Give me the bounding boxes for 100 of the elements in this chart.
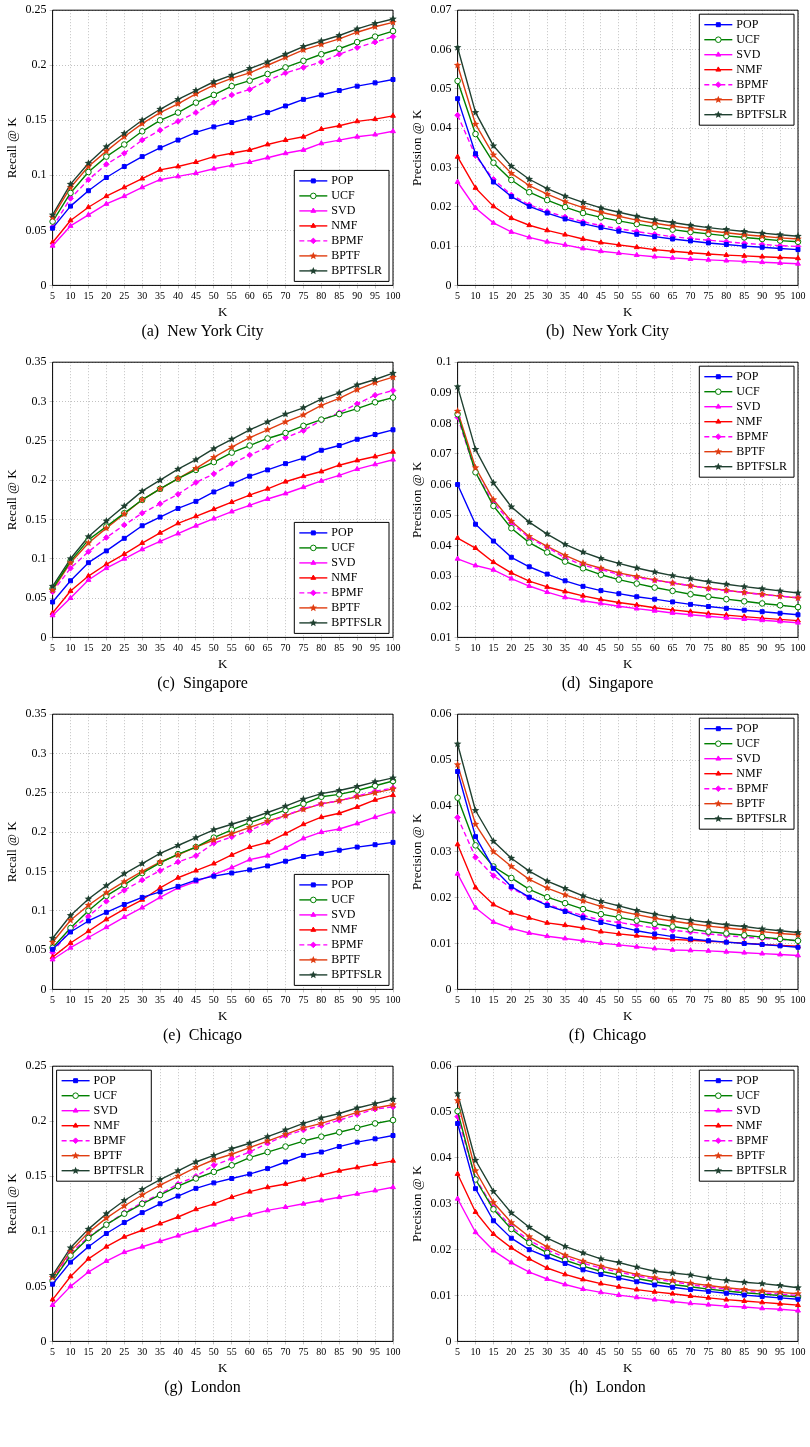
y-tick-label: 0.02 [430,889,452,904]
legend-label: BPTFSLR [735,810,787,825]
y-axis-title: Precision @ K [408,1165,424,1242]
y-tick-label: 0.07 [430,2,452,17]
x-tick-label: 20 [100,642,111,654]
y-tick-label: 0.04 [430,798,452,813]
x-tick-label: 60 [244,290,255,302]
x-tick-label: 95 [774,1346,785,1358]
legend-label: BPTFSLR [330,967,382,982]
y-tick-label: 0.01 [430,238,452,253]
legend-label: BPMF [735,1132,769,1147]
x-tick-label: 75 [297,642,308,654]
x-axis-title: K [217,1007,228,1023]
x-tick-label: 55 [226,1346,237,1358]
y-tick-label: 0.03 [430,568,452,583]
x-tick-label: 10 [470,642,481,654]
x-tick-label: 25 [523,994,534,1006]
x-tick-label: 95 [774,642,785,654]
legend-label: POP [735,720,759,735]
x-tick-label: 40 [577,1346,588,1358]
x-tick-label: 50 [208,290,219,302]
legend-label: BPMF [330,937,364,952]
x-tick-label: 100 [385,994,400,1006]
y-tick-label: 0.05 [25,590,47,605]
y-tick-label: 0.01 [430,935,452,950]
x-tick-label: 50 [613,994,624,1006]
legend-label: BPMF [93,1132,126,1147]
x-tick-label: 25 [118,994,129,1006]
x-tick-label: 50 [613,1346,624,1358]
x-tick-label: 20 [100,1346,111,1358]
y-tick-label: 0.2 [31,57,47,72]
x-tick-label: 30 [541,642,552,654]
legend-label: NMF [735,1117,763,1132]
x-tick-label: 40 [172,994,183,1006]
x-tick-label: 30 [136,290,147,302]
x-tick-label: 5 [49,290,55,302]
legend-label: SVD [735,750,761,765]
x-tick-label: 60 [244,642,255,654]
x-tick-label: 100 [790,1346,805,1358]
y-tick-label: 0.02 [430,1241,452,1256]
legend-label: BPTFSLR [330,615,382,630]
legend-label: BPMF [330,585,364,600]
y-axis-title: Precision @ K [408,813,424,890]
x-tick-label: 75 [297,994,308,1006]
x-tick-label: 35 [154,290,165,302]
x-tick-label: 75 [297,1346,308,1358]
y-tick-label: 0 [40,629,47,644]
y-tick-label: 0.25 [25,2,47,17]
x-tick-label: 65 [667,290,678,302]
y-tick-label: 0.06 [430,1058,452,1073]
x-tick-label: 90 [351,642,362,654]
x-tick-label: 70 [685,290,696,302]
x-tick-label: 35 [559,290,570,302]
x-tick-label: 10 [470,1346,481,1358]
x-tick-label: 10 [65,290,76,302]
x-tick-label: 55 [226,290,237,302]
x-tick-label: 35 [154,1346,165,1358]
x-tick-label: 90 [351,1346,362,1358]
x-tick-label: 5 [454,1346,460,1358]
y-tick-label: 0.01 [430,629,452,644]
y-tick-label: 0.1 [31,1223,47,1238]
x-tick-label: 30 [541,1346,552,1358]
x-tick-label: 85 [333,642,344,654]
x-tick-label: 80 [720,1346,731,1358]
x-tick-label: 15 [82,290,93,302]
x-tick-label: 45 [595,1346,606,1358]
x-tick-label: 60 [649,1346,660,1358]
y-axis-title: Recall @ K [3,116,19,179]
y-tick-label: 0.25 [25,432,47,447]
x-tick-label: 80 [720,994,731,1006]
x-tick-label: 60 [649,642,660,654]
x-tick-label: 100 [790,994,805,1006]
x-tick-label: 95 [369,642,380,654]
y-tick-label: 0.05 [25,1278,47,1293]
x-tick-label: 70 [280,290,291,302]
y-tick-label: 0.09 [430,384,452,399]
x-tick-label: 80 [720,290,731,302]
legend-label: BPTFSLR [330,263,382,278]
x-tick-label: 75 [702,994,713,1006]
legend-label: POP [330,877,354,892]
legend-label: POP [735,16,759,31]
y-tick-label: 0.1 [31,550,47,565]
legend-label: POP [93,1072,116,1087]
y-tick-label: 0.15 [25,1168,47,1183]
y-tick-label: 0.03 [430,1195,452,1210]
y-tick-label: 0.06 [430,706,452,721]
x-tick-label: 15 [82,994,93,1006]
x-tick-label: 55 [631,1346,642,1358]
x-axis-title: K [217,303,228,319]
x-tick-label: 95 [774,994,785,1006]
x-tick-label: 35 [559,994,570,1006]
x-tick-label: 40 [577,642,588,654]
x-tick-label: 100 [790,290,805,302]
legend-label: POP [330,525,354,540]
x-tick-label: 25 [118,642,129,654]
y-tick-label: 0.04 [430,537,452,552]
x-tick-label: 20 [505,642,516,654]
x-tick-label: 90 [351,290,362,302]
legend-label: SVD [330,203,356,218]
x-tick-label: 30 [136,642,147,654]
